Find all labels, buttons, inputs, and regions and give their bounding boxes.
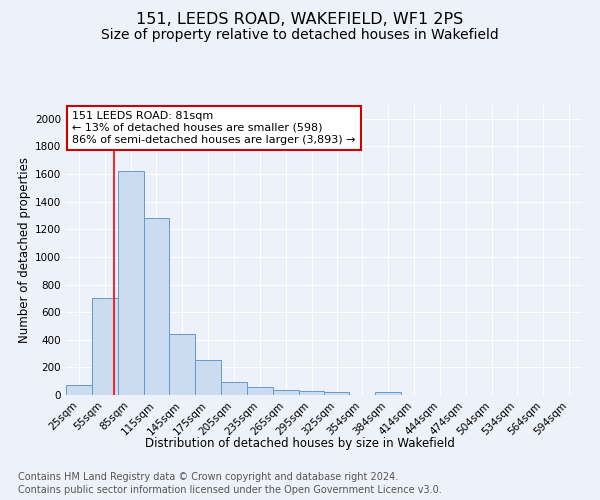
Bar — [325, 392, 349, 395]
Bar — [247, 388, 273, 395]
Text: Size of property relative to detached houses in Wakefield: Size of property relative to detached ho… — [101, 28, 499, 42]
Bar — [143, 218, 169, 395]
Bar — [169, 334, 195, 395]
Text: Contains HM Land Registry data © Crown copyright and database right 2024.: Contains HM Land Registry data © Crown c… — [18, 472, 398, 482]
Bar — [299, 391, 325, 395]
Bar — [221, 382, 247, 395]
Text: Contains public sector information licensed under the Open Government Licence v3: Contains public sector information licen… — [18, 485, 442, 495]
Text: 151 LEEDS ROAD: 81sqm
← 13% of detached houses are smaller (598)
86% of semi-det: 151 LEEDS ROAD: 81sqm ← 13% of detached … — [72, 112, 356, 144]
Bar — [273, 390, 299, 395]
Text: 151, LEEDS ROAD, WAKEFIELD, WF1 2PS: 151, LEEDS ROAD, WAKEFIELD, WF1 2PS — [136, 12, 464, 28]
Text: Distribution of detached houses by size in Wakefield: Distribution of detached houses by size … — [145, 438, 455, 450]
Bar — [92, 298, 118, 395]
Bar — [66, 386, 92, 395]
Bar — [195, 360, 221, 395]
Y-axis label: Number of detached properties: Number of detached properties — [18, 157, 31, 343]
Bar — [375, 392, 401, 395]
Bar — [118, 172, 143, 395]
